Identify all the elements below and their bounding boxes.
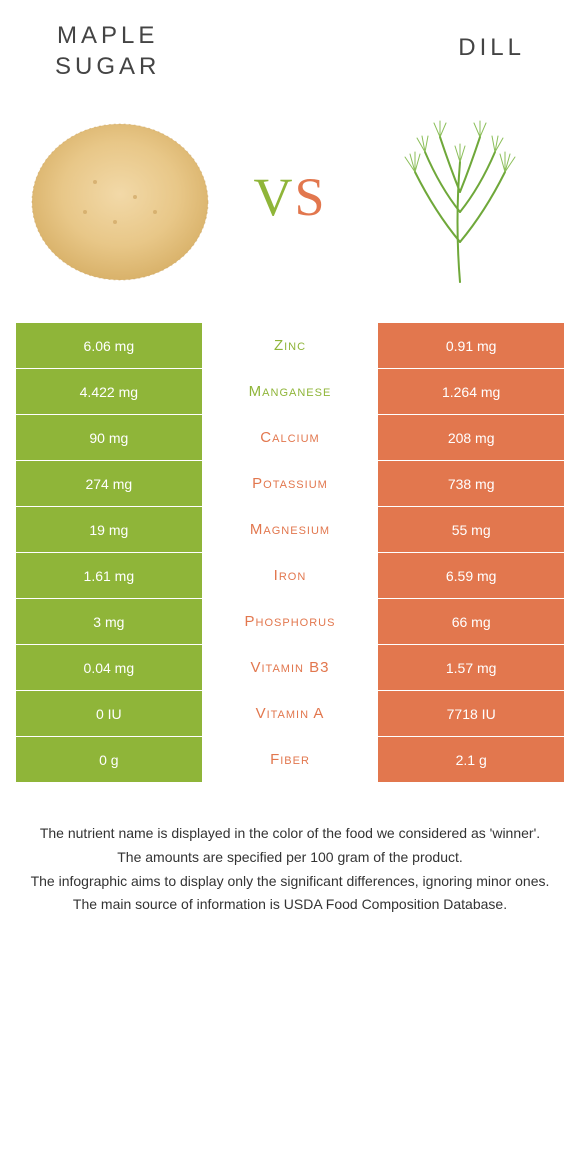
table-row: 3 mgPhosphorus66 mg	[16, 599, 565, 645]
header: MAPLESUGAR DILL	[15, 20, 565, 82]
left-value: 90 mg	[16, 415, 203, 461]
right-food-title: DILL	[458, 32, 525, 63]
nutrient-name: Zinc	[202, 323, 378, 369]
left-value: 19 mg	[16, 507, 203, 553]
left-food-title: MAPLESUGAR	[55, 20, 160, 82]
left-value: 4.422 mg	[16, 369, 203, 415]
footer-notes: The nutrient name is displayed in the co…	[15, 823, 565, 916]
left-value: 274 mg	[16, 461, 203, 507]
left-value: 3 mg	[16, 599, 203, 645]
table-row: 19 mgMagnesium55 mg	[16, 507, 565, 553]
table-row: 90 mgCalcium208 mg	[16, 415, 565, 461]
left-value: 6.06 mg	[16, 323, 203, 369]
table-row: 0 gFiber2.1 g	[16, 737, 565, 783]
vs-label: VS	[253, 166, 326, 228]
maple-sugar-image	[25, 102, 215, 292]
left-value: 0.04 mg	[16, 645, 203, 691]
table-row: 6.06 mgZinc0.91 mg	[16, 323, 565, 369]
right-value: 7718 IU	[378, 691, 565, 737]
nutrient-name: Phosphorus	[202, 599, 378, 645]
footer-line-1: The nutrient name is displayed in the co…	[25, 823, 555, 845]
left-value: 0 IU	[16, 691, 203, 737]
nutrient-name: Manganese	[202, 369, 378, 415]
right-value: 208 mg	[378, 415, 565, 461]
dill-image	[365, 102, 555, 292]
left-value: 1.61 mg	[16, 553, 203, 599]
vs-v: V	[253, 167, 294, 227]
table-row: 0 IUVitamin A7718 IU	[16, 691, 565, 737]
footer-line-4: The main source of information is USDA F…	[25, 894, 555, 916]
images-row: VS	[15, 102, 565, 292]
table-row: 0.04 mgVitamin B31.57 mg	[16, 645, 565, 691]
right-value: 2.1 g	[378, 737, 565, 783]
vs-s: S	[294, 167, 326, 227]
right-value: 66 mg	[378, 599, 565, 645]
nutrient-name: Vitamin A	[202, 691, 378, 737]
nutrient-name: Fiber	[202, 737, 378, 783]
footer-line-2: The amounts are specified per 100 gram o…	[25, 847, 555, 869]
right-value: 55 mg	[378, 507, 565, 553]
comparison-table: 6.06 mgZinc0.91 mg4.422 mgManganese1.264…	[15, 322, 565, 783]
right-value: 1.264 mg	[378, 369, 565, 415]
right-value: 6.59 mg	[378, 553, 565, 599]
right-value: 1.57 mg	[378, 645, 565, 691]
nutrient-name: Calcium	[202, 415, 378, 461]
nutrient-name: Vitamin B3	[202, 645, 378, 691]
right-value: 0.91 mg	[378, 323, 565, 369]
nutrient-name: Magnesium	[202, 507, 378, 553]
footer-line-3: The infographic aims to display only the…	[25, 871, 555, 893]
table-row: 1.61 mgIron6.59 mg	[16, 553, 565, 599]
nutrient-name: Potassium	[202, 461, 378, 507]
right-value: 738 mg	[378, 461, 565, 507]
left-value: 0 g	[16, 737, 203, 783]
table-row: 4.422 mgManganese1.264 mg	[16, 369, 565, 415]
nutrient-name: Iron	[202, 553, 378, 599]
table-row: 274 mgPotassium738 mg	[16, 461, 565, 507]
